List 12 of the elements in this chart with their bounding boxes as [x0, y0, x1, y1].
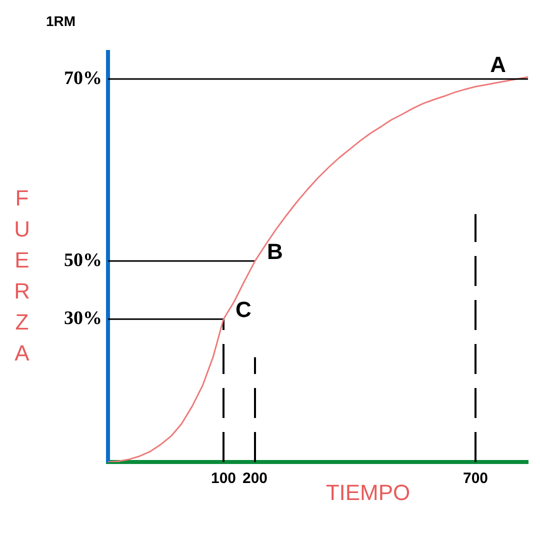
- text: 30%: [64, 308, 102, 330]
- x-tick-label: 100: [210, 470, 236, 488]
- chart-title: 1RM: [46, 12, 76, 29]
- x-tick-label: 700: [462, 470, 488, 488]
- annotation: B: [267, 239, 283, 264]
- x-axis-title: TIEMPO: [326, 480, 410, 506]
- text: 50%: [64, 250, 102, 271]
- x-tick-label: 200: [242, 470, 268, 488]
- text: 70%: [64, 68, 102, 89]
- annotation: C: [236, 297, 252, 322]
- y-axis-title: FUERZA: [14, 186, 30, 366]
- text: A: [490, 52, 506, 78]
